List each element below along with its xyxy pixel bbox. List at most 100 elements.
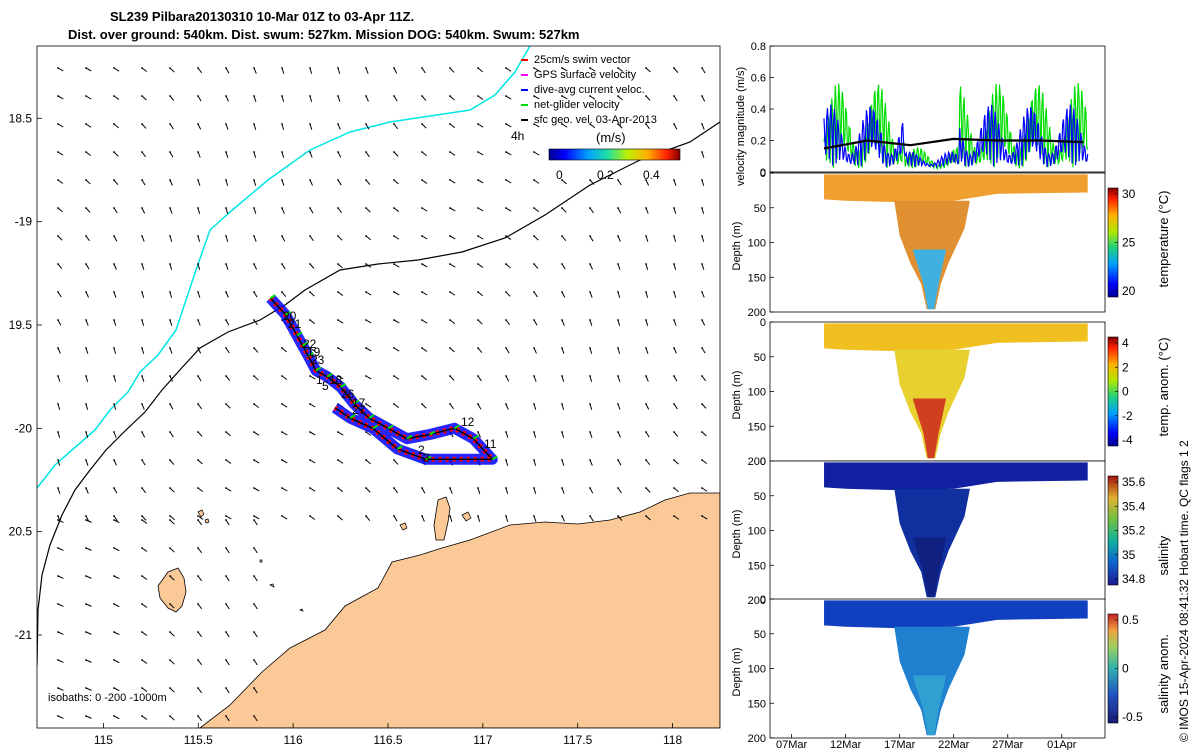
vector-tail	[477, 207, 479, 209]
velocity-y-tick-label: 0.2	[751, 136, 766, 148]
vector-tail	[393, 179, 395, 181]
vector-arrow	[197, 431, 203, 437]
vector-tail	[617, 347, 619, 349]
vector-arrow	[141, 431, 146, 438]
vector-tail	[169, 547, 171, 549]
vector-tail	[673, 487, 675, 489]
vector-arrow	[449, 403, 455, 410]
vector-arrow	[197, 459, 203, 465]
vector-arrow	[589, 403, 593, 410]
vector-tail	[225, 687, 227, 689]
vector-arrow	[505, 431, 509, 438]
vector-arrow	[589, 347, 593, 354]
vector-tail	[673, 375, 675, 377]
vector-tail	[533, 95, 535, 97]
figure-title: SL239 Pilbara20130310 10-Mar 01Z to 03-A…	[110, 9, 415, 24]
vector-tail	[197, 547, 199, 549]
vector-tail	[57, 151, 59, 153]
land-peninsula	[433, 496, 451, 541]
legend-entry: 25cm/s swim vector	[534, 54, 631, 66]
vector-arrow	[477, 375, 482, 382]
vector-arrow	[281, 347, 287, 353]
vector-arrow	[253, 291, 258, 298]
vector-arrow	[85, 375, 89, 382]
vector-tail	[169, 459, 171, 461]
legend-entry: sfc geo. vel. 03-Apr-2013	[534, 114, 657, 126]
vector-arrow	[337, 207, 343, 214]
vector-tail	[253, 459, 255, 461]
vector-arrow	[561, 459, 565, 466]
depth-tick-label: 100	[748, 238, 766, 250]
vector-tail	[85, 347, 87, 349]
vector-tail	[421, 151, 423, 153]
colorbar-tick-label: 35.2	[1122, 524, 1146, 538]
vector-tail	[589, 375, 591, 377]
vector-tail	[225, 67, 227, 69]
vector-arrow	[141, 235, 145, 242]
vector-tail	[337, 459, 339, 461]
vector-tail	[337, 263, 339, 265]
vector-tail	[225, 487, 227, 489]
vector-tail	[589, 487, 591, 489]
vector-arrow	[57, 575, 64, 579]
vector-arrow	[197, 151, 201, 158]
vector-arrow	[393, 375, 400, 380]
vector-tail	[85, 151, 87, 153]
vector-arrow	[197, 235, 201, 242]
vector-arrow	[449, 207, 456, 212]
vector-arrow	[561, 403, 565, 410]
vector-tail	[701, 235, 703, 237]
vector-arrow	[589, 459, 593, 466]
small-islands	[197, 509, 472, 612]
vector-tail	[505, 375, 507, 377]
vector-tail	[449, 319, 451, 321]
vector-tail	[337, 95, 339, 97]
vector-arrow	[421, 263, 428, 268]
vector-tail	[589, 319, 591, 321]
vector-arrow	[197, 687, 203, 694]
colorbar-tick-2: 0.4	[643, 168, 660, 182]
vector-tail	[57, 603, 59, 605]
vector-tail	[281, 95, 283, 97]
vector-arrow	[393, 515, 398, 522]
track-label: 12	[461, 415, 475, 429]
vector-tail	[85, 575, 87, 577]
vector-tail	[253, 487, 255, 489]
vector-tail	[141, 575, 143, 577]
vector-tail	[589, 67, 591, 69]
vector-arrow	[645, 487, 651, 493]
vector-arrow	[505, 95, 512, 100]
vector-tail	[477, 95, 479, 97]
vector-tail	[85, 459, 87, 461]
vector-tail	[645, 459, 647, 461]
vector-arrow	[449, 319, 456, 325]
vector-tail	[505, 459, 507, 461]
vector-arrow	[253, 547, 258, 554]
depth-tick-label: 200	[748, 456, 766, 468]
vector-tail	[169, 123, 171, 125]
colorbar-tick-label: -4	[1122, 433, 1133, 447]
vector-tail	[477, 67, 479, 69]
vector-arrow	[561, 487, 565, 494]
vector-tail	[225, 95, 227, 97]
vector-tail	[645, 375, 647, 377]
vector-tail	[589, 459, 591, 461]
vector-arrow	[57, 67, 64, 72]
vector-tail	[225, 151, 227, 153]
vector-arrow	[57, 547, 64, 551]
vector-arrow	[113, 235, 118, 242]
vector-arrow	[617, 67, 624, 72]
vector-arrow	[113, 375, 117, 382]
vector-arrow	[85, 431, 89, 438]
vector-arrow	[253, 403, 260, 409]
vector-arrow	[561, 207, 567, 213]
net-glider-velocity-mark	[425, 455, 432, 461]
vector-tail	[505, 403, 507, 405]
vector-arrow	[365, 235, 371, 241]
vector-tail	[141, 263, 143, 265]
vector-tail	[141, 291, 143, 293]
vector-arrow	[197, 715, 203, 722]
vector-tail	[225, 547, 227, 549]
velocity-series	[823, 82, 1089, 171]
